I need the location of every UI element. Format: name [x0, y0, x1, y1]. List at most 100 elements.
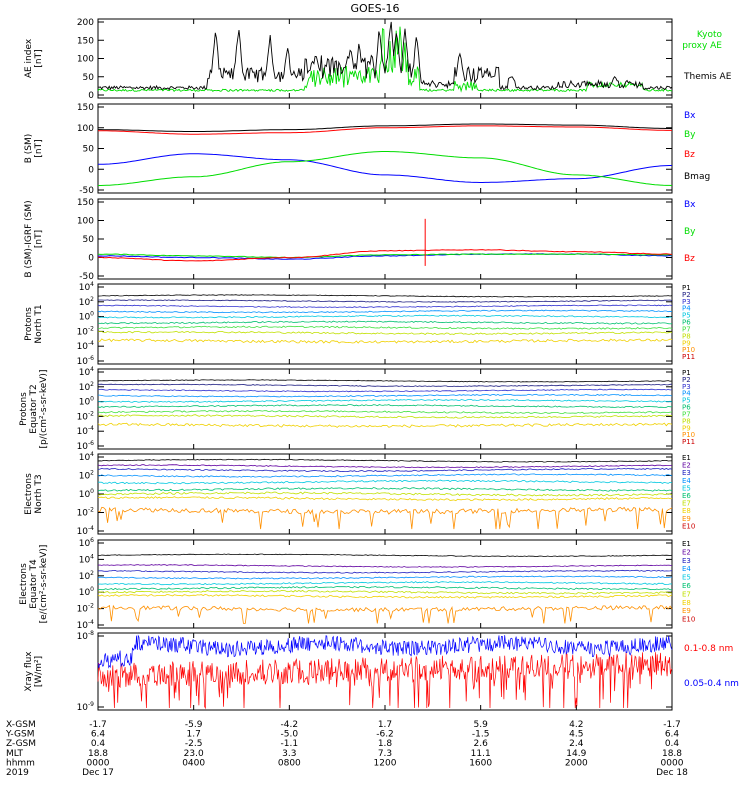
y-tick-label: 104 [79, 451, 94, 463]
axis-row-value: 1.7 [378, 720, 392, 730]
legend-entry: Kyoto [697, 30, 723, 40]
axis-row-value: -1.1 [281, 739, 299, 749]
y-tick-label: 10-4 [77, 525, 95, 537]
legend-entry: Bx [684, 111, 696, 121]
y-tick-label: 10-2 [77, 325, 95, 337]
y-tick-label: 200 [77, 18, 94, 28]
y-axis-label: Protons [19, 392, 29, 426]
axis-row-value: 3.3 [282, 749, 296, 759]
y-tick-label: 100 [77, 217, 94, 227]
y-tick-label: 100 [77, 124, 94, 134]
series-xray-short [97, 634, 673, 669]
axis-row-value: -5.0 [281, 730, 299, 740]
series-xray-long [97, 652, 673, 710]
series-p8 [97, 414, 672, 419]
legend-entry: E4 [682, 477, 691, 485]
legend-entry: proxy AE [682, 41, 722, 51]
legend-entry: P10 [682, 346, 695, 354]
axis-row-value: 0000 [661, 758, 684, 768]
y-tick-label: 104 [79, 366, 94, 378]
legend-entry: E2 [682, 548, 691, 556]
series-e6 [97, 487, 673, 492]
legend-entry: P6 [682, 319, 691, 327]
y-tick-label: 150 [77, 198, 94, 208]
legend-entry: P8 [682, 332, 691, 340]
series-e1 [97, 458, 673, 463]
series-p2 [97, 299, 673, 303]
legend-entry: P4 [682, 305, 691, 313]
series-e8 [97, 594, 673, 599]
series-bmag [98, 123, 672, 132]
legend-entry: Bx [684, 200, 696, 210]
panel-frame [97, 198, 673, 280]
panel-2: B (SM) [nT] Bx By Bz Bmag [24, 103, 710, 194]
y-tick-label: 100 [77, 55, 94, 65]
axis-row-value: -6.2 [376, 730, 394, 740]
series-p3 [97, 388, 673, 393]
axis-row-value: 0800 [278, 758, 301, 768]
series-p7 [97, 325, 673, 330]
y-tick-label: 10-6 [77, 440, 95, 452]
series-e9 [97, 506, 673, 530]
legend-entry: E1 [682, 454, 691, 462]
series-e8 [97, 496, 673, 502]
axis-row-value: 23.0 [184, 749, 204, 759]
legend-entry: E10 [682, 616, 695, 624]
series-p4 [97, 309, 673, 314]
legend-entry: E7 [682, 590, 691, 598]
series-p2 [98, 383, 673, 388]
panel-3: B (SM)-IGRF (SM) [nT] Bx By Bz [24, 198, 696, 280]
y-tick-label: 150 [77, 103, 94, 113]
legend-entry: E6 [682, 582, 691, 590]
series-p4 [98, 393, 673, 398]
axis-row-value: 6.4 [665, 730, 680, 740]
legend-entry: Bz [684, 254, 695, 264]
series-p3 [97, 304, 673, 309]
y-axis-label: Equator T2 [29, 384, 39, 433]
legend-entry: E6 [682, 492, 691, 500]
series-p8 [97, 330, 673, 335]
axis-row-value: -1.7 [663, 720, 681, 730]
y-tick-label: -50 [79, 272, 94, 282]
axis-row-value: 6.4 [91, 730, 106, 740]
legend-entry: P7 [682, 410, 691, 418]
legend-entry: P9 [682, 339, 691, 347]
y-tick-label: 102 [79, 570, 94, 582]
series-p5 [97, 314, 673, 319]
series-themis-ae [97, 21, 673, 91]
y-tick-label: 104 [79, 281, 94, 293]
y-axis-label: Electrons [19, 563, 29, 605]
legend-entry: E9 [682, 607, 691, 615]
y-tick-label: 10-6 [77, 355, 95, 367]
legend-entry: E3 [682, 469, 691, 477]
series-p9 [97, 338, 673, 344]
y-tick-label: 10-4 [77, 340, 95, 352]
axis-row-value: 2.4 [569, 739, 584, 749]
y-tick-label: 150 [77, 36, 94, 46]
y-axis-label: [nT] [34, 49, 44, 67]
axis-row-value: Dec 17 [82, 768, 114, 778]
legend-entry: E5 [682, 574, 691, 582]
legend-entry: Themis AE [683, 72, 732, 82]
legend-entry: 0.1-0.8 nm [684, 644, 733, 654]
y-tick-label: 10-4 [77, 619, 95, 631]
y-axis-label: [nT] [34, 139, 44, 157]
y-axis-label: B (SM) [24, 134, 34, 164]
legend-entry: Bmag [684, 172, 710, 182]
series-p1 [97, 379, 673, 383]
y-axis-label: Protons [24, 307, 34, 341]
axis-row-value: 0400 [182, 758, 205, 768]
axis-row-value: 5.9 [474, 720, 489, 730]
series-kyoto-proxy-ae [97, 26, 673, 93]
legend-entry: E8 [682, 599, 691, 607]
y-tick-label: 10-2 [77, 410, 95, 422]
y-tick-label: 10-8 [77, 630, 95, 642]
series-by [98, 151, 673, 186]
legend-entry: P8 [682, 417, 691, 425]
axis-row-label: X-GSM [6, 720, 36, 730]
y-axis-label: North T3 [34, 474, 44, 513]
legend-entry: P5 [682, 397, 691, 405]
legend-entry: P3 [682, 383, 691, 391]
series-bz [97, 249, 673, 262]
